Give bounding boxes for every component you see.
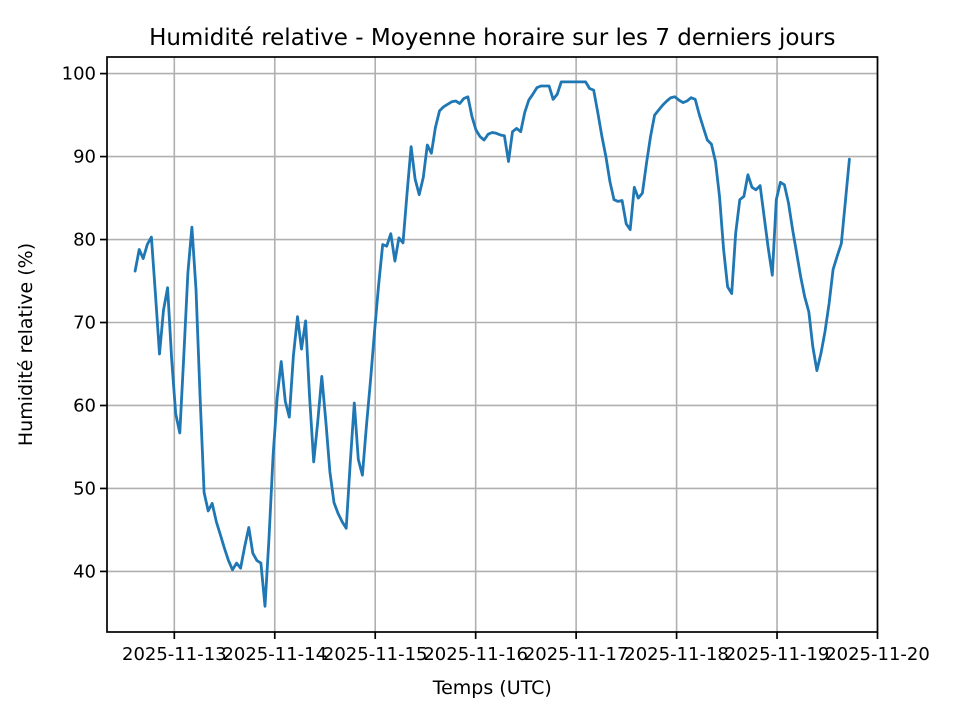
y-tick-label: 50 [73, 478, 96, 499]
x-tick-label: 2025-11-16 [423, 644, 528, 665]
chart-title: Humidité relative - Moyenne horaire sur … [149, 25, 835, 51]
x-tick-label: 2025-11-20 [825, 644, 930, 665]
y-tick-label: 40 [73, 561, 96, 582]
x-tick-label: 2025-11-13 [122, 644, 227, 665]
x-tick-label: 2025-11-18 [624, 644, 729, 665]
x-tick-label: 2025-11-15 [323, 644, 428, 665]
axes-frame [106, 56, 879, 633]
x-tick-label: 2025-11-19 [725, 644, 830, 665]
y-tick-label: 60 [73, 395, 96, 416]
axis-tick-marks [100, 72, 879, 639]
y-tick-labels: 40 50 60 70 80 90 100 [62, 64, 96, 583]
humidity-series-line [133, 80, 851, 608]
y-tick-label: 80 [73, 230, 96, 251]
x-axis-title: Temps (UTC) [432, 677, 552, 699]
y-tick-label: 70 [73, 313, 96, 334]
x-tick-label: 2025-11-17 [524, 644, 629, 665]
x-tick-label: 2025-11-14 [222, 644, 327, 665]
y-tick-label: 90 [73, 147, 96, 168]
x-tick-labels: 2025-11-132025-11-142025-11-152025-11-16… [122, 644, 930, 665]
y-tick-label: 100 [62, 64, 96, 85]
y-axis-title: Humidité relative (%) [15, 243, 37, 446]
